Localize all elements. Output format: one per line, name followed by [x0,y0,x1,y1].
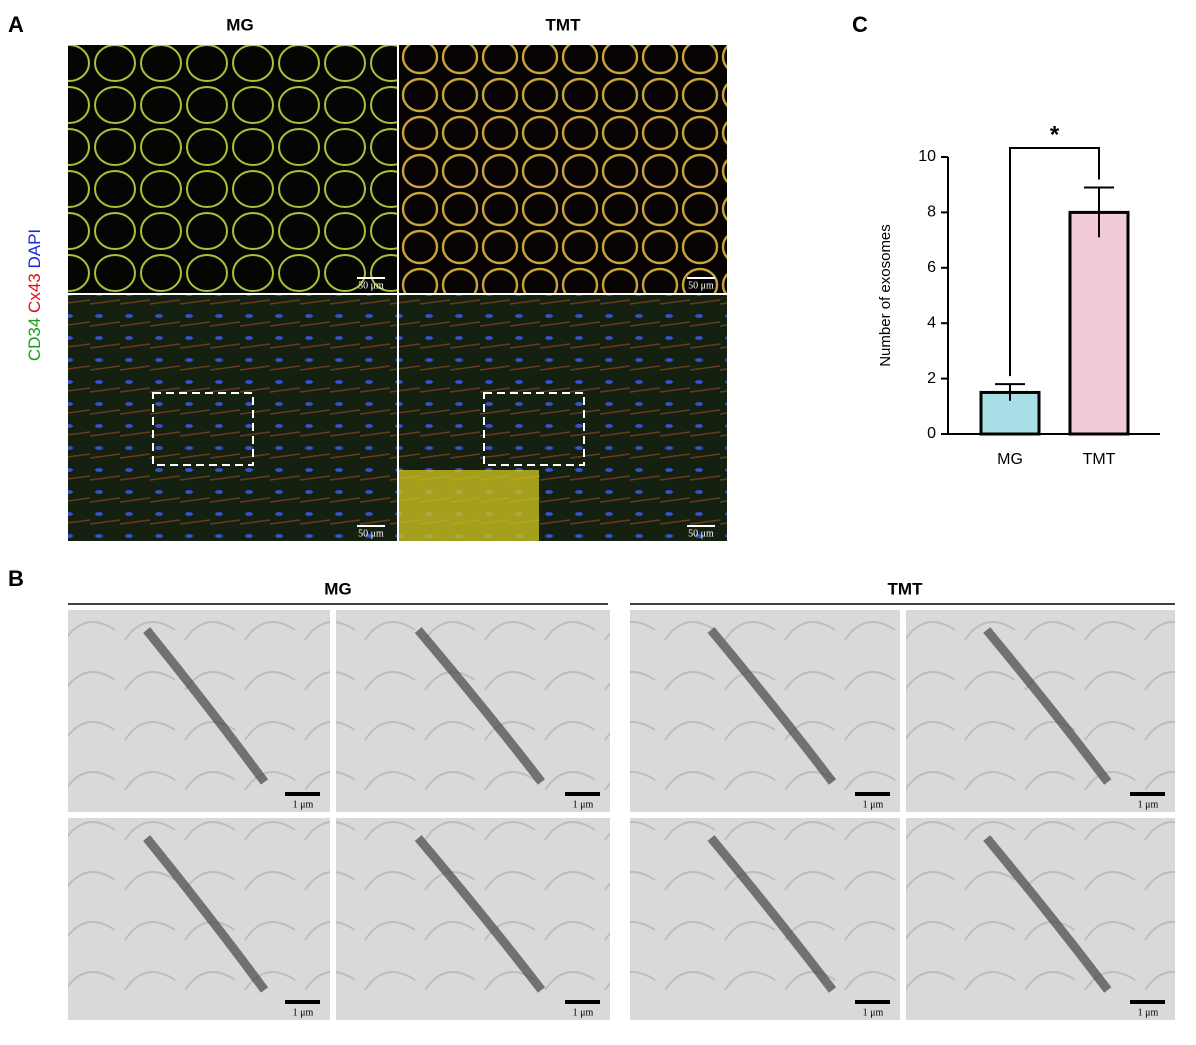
y-tick-label: 4 [927,314,936,331]
tem-image [68,610,330,812]
micrograph [68,45,397,293]
y-axis-label: Number of exosomes [877,224,894,367]
y-tick-label: 8 [927,204,936,221]
cell-profile [143,835,269,993]
column-header: TMT [546,15,582,34]
y-tick-label: 6 [927,259,936,276]
scale-label: 50 μm [358,528,384,539]
muscle-region [399,470,539,541]
cell-profile [983,835,1112,993]
panel-label: C [852,12,868,37]
significance-marker: * [1050,121,1060,148]
scale-label: 1 μm [573,799,594,810]
column-header: MG [226,15,253,34]
stain-cd34: CD34 [25,318,44,361]
panel-label: B [8,566,24,591]
tem-image [336,818,610,1020]
bar [1068,210,1130,436]
stain-dapi: DAPI [25,229,44,269]
cell-profile [143,627,269,785]
group-header: TMT [888,579,924,598]
scale-label: 1 μm [293,799,314,810]
inset-box [152,392,254,466]
scale-label: 50 μm [688,528,714,539]
y-tick-label: 2 [927,370,936,387]
scale-label: 1 μm [1138,1007,1159,1018]
tem-image [906,610,1175,812]
scale-label: 1 μm [1138,799,1159,810]
y-tick-label: 10 [918,148,936,165]
stain-label: CD34 Cx43 DAPI [25,229,44,361]
cell-profile [707,627,837,785]
scale-label: 1 μm [573,1007,594,1018]
scale-label: 50 μm [688,280,714,291]
y-tick-label: 0 [927,425,936,442]
scale-label: 1 μm [863,799,884,810]
cell-profile [414,627,546,785]
tem-image [630,610,900,812]
panel-label: A [8,12,24,37]
inset-box [483,392,585,466]
tem-image [68,818,330,1020]
cell-profile [707,835,837,993]
cell-profile [414,835,546,993]
scale-label: 1 μm [863,1007,884,1018]
tem-image [336,610,610,812]
cell-profile [983,627,1112,785]
scale-label: 50 μm [358,280,384,291]
micrograph [68,295,397,541]
stain-cx43: Cx43 [25,273,44,313]
micrograph [399,45,727,293]
tem-image [630,818,900,1020]
tem-image [906,818,1175,1020]
group-header: MG [324,579,351,598]
scale-label: 1 μm [293,1007,314,1018]
x-tick-label: TMT [1083,451,1116,468]
x-tick-label: MG [997,451,1023,468]
significance-bracket [1009,147,1100,377]
